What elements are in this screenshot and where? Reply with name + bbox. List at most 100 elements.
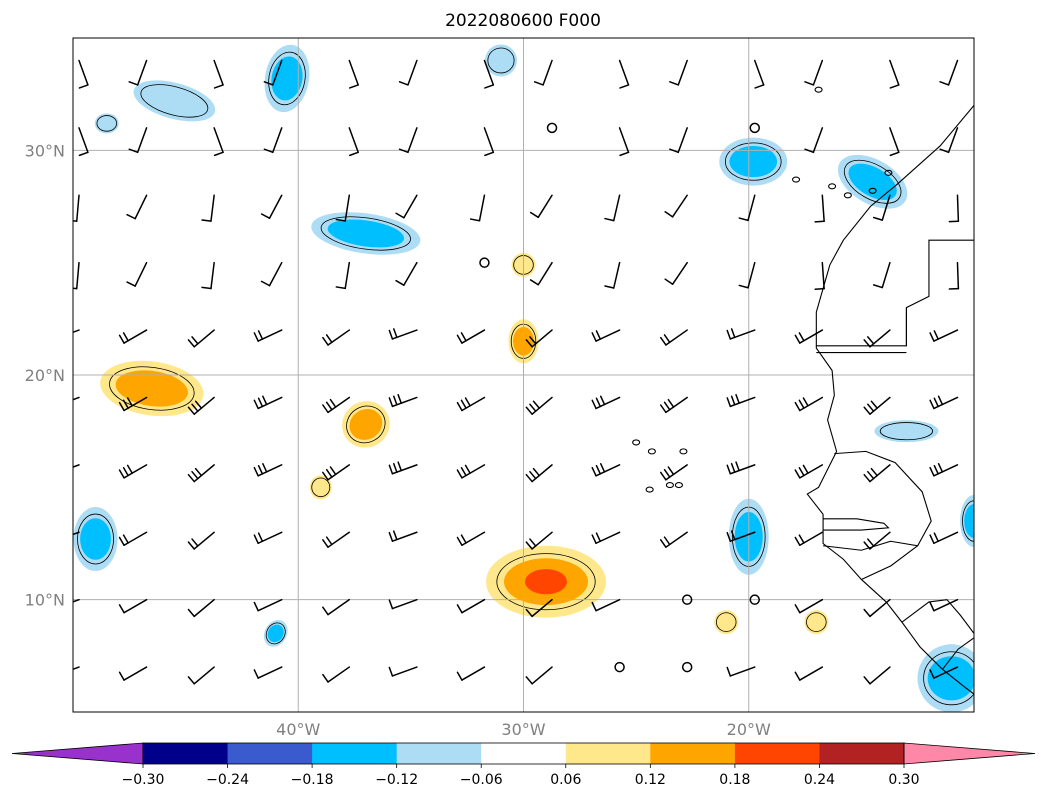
wind-barb — [263, 127, 283, 154]
wind-barb — [128, 59, 148, 86]
island — [679, 448, 688, 455]
wind-barb — [794, 464, 824, 479]
wind-barb — [872, 194, 891, 221]
wind-barb — [659, 396, 688, 414]
wind-barb — [814, 194, 825, 223]
colorbar-tick-label: −0.24 — [206, 772, 249, 788]
x-tick-label: 40°W — [276, 720, 320, 739]
anomaly-blob-outer — [133, 80, 216, 122]
anomaly-blob-outer — [94, 113, 119, 134]
wind-barb — [253, 598, 283, 612]
contour-line — [724, 142, 782, 181]
wind-barb — [591, 395, 621, 410]
wind-barb — [794, 666, 824, 681]
country-border — [901, 599, 974, 634]
wind-barb — [669, 127, 688, 154]
colorbar: −0.30 −0.24 −0.18 −0.12 −0.06 0.06 0.12 0.18 0.2… — [11, 742, 1036, 788]
wind-barb — [73, 396, 80, 401]
anomaly-blob-core — [349, 408, 383, 440]
wind-barb — [187, 666, 215, 685]
wind-barb — [618, 59, 630, 89]
colorbar-segment — [734, 743, 820, 764]
wind-barb — [948, 261, 960, 290]
wind-barb — [525, 396, 553, 415]
x-tick-label: 30°W — [501, 720, 545, 739]
wind-barb — [118, 464, 148, 479]
wind-barb — [529, 261, 553, 286]
wind-barb — [263, 59, 283, 86]
country-border — [823, 518, 890, 531]
colorbar-segment — [396, 743, 482, 764]
island — [674, 482, 683, 489]
wind-barb — [525, 666, 553, 685]
wind-barb — [213, 59, 224, 89]
anomaly-blob-core — [729, 145, 778, 178]
wind-barb — [804, 127, 824, 154]
wind-barb — [604, 194, 621, 222]
wind-barb — [201, 261, 215, 290]
wind-barb — [525, 464, 553, 483]
wind-barb — [260, 261, 283, 287]
wind-barb — [948, 194, 960, 223]
wind-barb — [253, 462, 283, 477]
wind-barb — [479, 257, 490, 268]
wind-barb — [335, 261, 351, 290]
wind-barb — [322, 598, 351, 616]
wind-barb — [533, 59, 553, 86]
contour-line — [496, 553, 596, 611]
anomaly-blob-outer — [804, 610, 829, 635]
chart-title: 2022080600 F000 — [445, 11, 601, 31]
wind-barb — [456, 531, 486, 547]
wind-barb — [529, 194, 553, 219]
contour-line — [806, 612, 827, 632]
wind-barb — [794, 598, 824, 614]
island — [828, 183, 837, 190]
wind-barb — [664, 194, 688, 218]
anomaly-blob-core — [267, 624, 284, 643]
country-border — [942, 637, 974, 670]
wind-barb — [659, 329, 688, 346]
contour-line — [77, 513, 114, 565]
wind-barb — [929, 531, 959, 545]
wind-barb — [456, 666, 486, 681]
wind-barb — [78, 127, 89, 157]
colorbar-tick-label: −0.12 — [375, 772, 418, 788]
wind-barb — [726, 530, 756, 542]
island — [665, 482, 674, 489]
wind-barb — [73, 329, 80, 334]
contour-line — [962, 500, 974, 542]
wind-barb — [395, 261, 418, 286]
y-tick-label: 30°N — [25, 141, 65, 160]
wind-barb — [187, 464, 215, 483]
wind-barb — [187, 598, 215, 618]
wind-barb — [929, 395, 959, 410]
anomaly-blob-core — [964, 504, 974, 538]
wind-barbs — [73, 59, 960, 685]
wind-barb — [939, 59, 959, 86]
wind-barb — [483, 127, 495, 157]
colorbar-segment — [819, 743, 905, 764]
colorbar-segment — [227, 743, 313, 764]
wind-barb — [929, 329, 959, 342]
wind-barb — [253, 395, 283, 410]
anomaly-blob-peak — [525, 569, 568, 595]
wind-barb — [889, 59, 900, 89]
wind-barb — [187, 396, 215, 415]
wind-barb — [929, 598, 959, 612]
wind-barb — [863, 531, 891, 550]
wind-barb — [794, 329, 824, 344]
contour-line — [487, 47, 515, 74]
y-axis-ticks: 10°N 20°N 30°N — [25, 141, 65, 609]
colorbar-segment — [143, 743, 229, 764]
coastline — [632, 86, 974, 695]
wind-barb — [118, 598, 148, 614]
wind-barb — [889, 127, 900, 157]
wind-barb — [591, 329, 621, 342]
anomaly-blob-outer — [309, 475, 332, 500]
wind-barb — [604, 261, 621, 289]
anomaly-blob-core — [327, 219, 404, 248]
anomaly-blob-core — [80, 518, 111, 560]
island — [843, 192, 852, 199]
wind-barb — [456, 396, 486, 412]
wind-barb — [73, 598, 80, 603]
